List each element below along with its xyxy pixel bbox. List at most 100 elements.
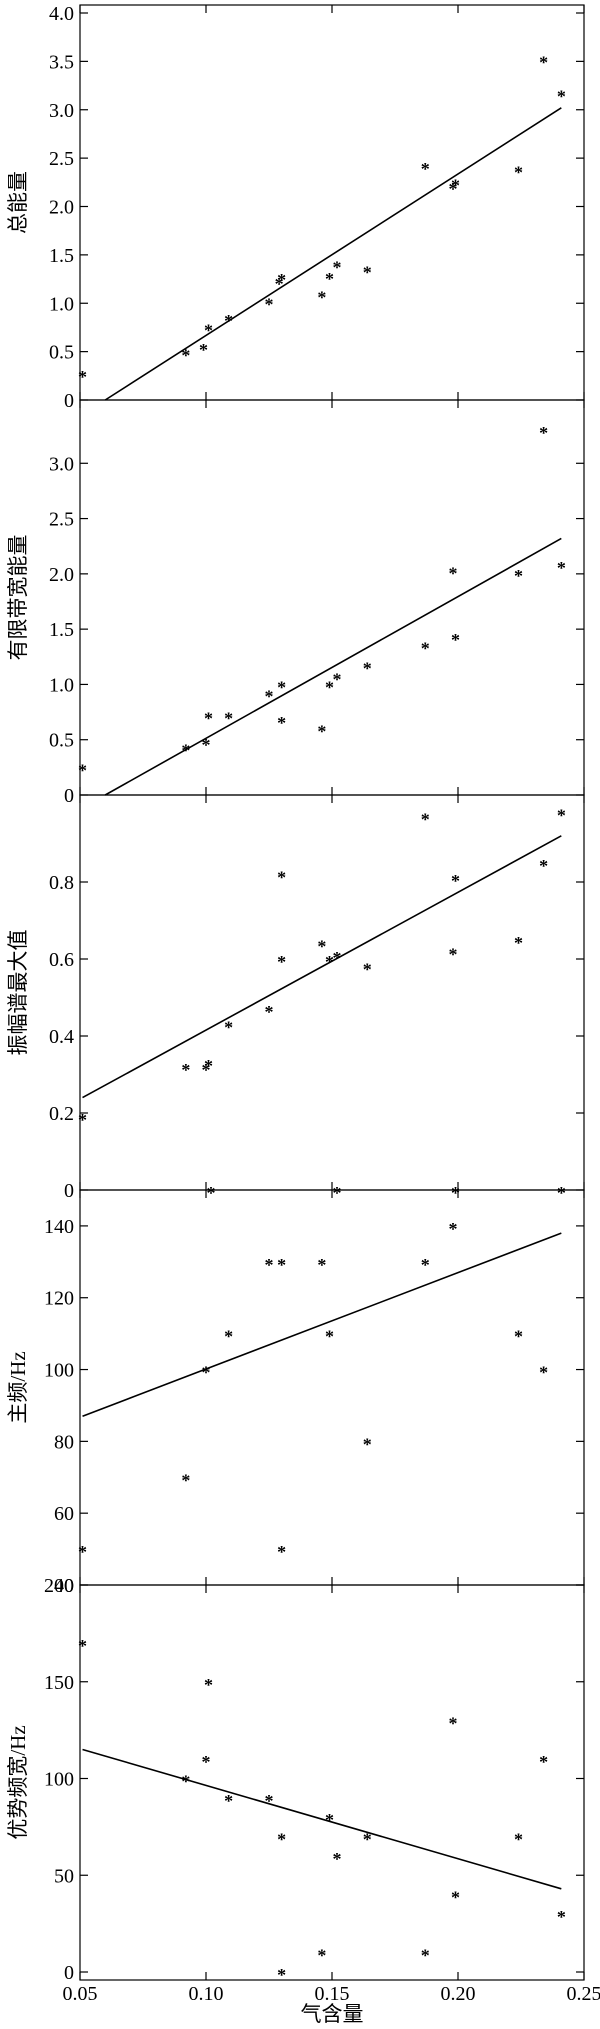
data-point: * bbox=[277, 270, 286, 290]
data-point: * bbox=[514, 1327, 523, 1347]
data-point: * bbox=[204, 320, 213, 340]
data-point: * bbox=[451, 1183, 460, 1203]
data-point: * bbox=[78, 1636, 87, 1656]
data-point: * bbox=[363, 262, 372, 282]
data-point: * bbox=[78, 760, 87, 780]
y-tick-label: 40 bbox=[54, 1575, 74, 1597]
data-point: * bbox=[421, 1946, 430, 1966]
data-point: * bbox=[317, 1946, 326, 1966]
x-tick-label: 0.10 bbox=[189, 1983, 224, 2005]
y-tick-label: 140 bbox=[44, 1216, 74, 1238]
data-point: * bbox=[204, 1056, 213, 1076]
data-point: * bbox=[448, 1219, 457, 1239]
y-tick-label: 120 bbox=[44, 1288, 74, 1310]
fit-line bbox=[82, 1232, 562, 1417]
y-tick-label: 0.8 bbox=[49, 872, 74, 894]
data-point: * bbox=[514, 566, 523, 586]
y-tick-label: 2.5 bbox=[49, 509, 74, 531]
data-point: * bbox=[448, 944, 457, 964]
data-point: * bbox=[277, 867, 286, 887]
data-point: * bbox=[181, 1470, 190, 1490]
y-tick-label: 60 bbox=[54, 1503, 74, 1525]
data-point: * bbox=[277, 1542, 286, 1562]
plot-frame bbox=[79, 4, 585, 401]
data-point: * bbox=[224, 311, 233, 331]
y-axis-label: 振幅谱最大值 bbox=[6, 930, 30, 1056]
data-point: * bbox=[277, 713, 286, 733]
y-tick-label: 0 bbox=[64, 1962, 74, 1984]
data-point: * bbox=[202, 1363, 211, 1383]
data-point: * bbox=[448, 564, 457, 584]
data-point: * bbox=[325, 1327, 334, 1347]
y-tick-label: 0.5 bbox=[49, 342, 74, 364]
data-point: * bbox=[277, 1830, 286, 1850]
data-point: * bbox=[199, 340, 208, 360]
y-tick-label: 0.4 bbox=[49, 1026, 74, 1048]
data-point: * bbox=[78, 1110, 87, 1130]
data-point: * bbox=[265, 294, 274, 314]
data-point: * bbox=[333, 670, 342, 690]
data-point: * bbox=[317, 1255, 326, 1275]
y-axis-label: 有限带宽能量 bbox=[6, 535, 30, 661]
data-point: * bbox=[224, 1791, 233, 1811]
data-point: * bbox=[181, 740, 190, 760]
data-point: * bbox=[363, 1434, 372, 1454]
x-tick-label: 0.25 bbox=[567, 1983, 600, 2005]
data-point: * bbox=[333, 258, 342, 278]
data-point: * bbox=[181, 1060, 190, 1080]
data-point: * bbox=[325, 952, 334, 972]
y-tick-label: 0 bbox=[64, 1180, 74, 1202]
data-point: * bbox=[325, 677, 334, 697]
data-point: * bbox=[202, 1060, 211, 1080]
data-point: * bbox=[557, 1183, 566, 1203]
data-point: * bbox=[539, 423, 548, 443]
data-point: * bbox=[557, 558, 566, 578]
data-point: * bbox=[181, 346, 190, 366]
data-point: * bbox=[514, 163, 523, 183]
data-point: * bbox=[448, 1713, 457, 1733]
data-point: * bbox=[539, 52, 548, 72]
data-point: * bbox=[333, 948, 342, 968]
y-tick-label: 2.0 bbox=[49, 197, 74, 219]
data-point: * bbox=[181, 1772, 190, 1792]
data-point: * bbox=[265, 1255, 274, 1275]
data-point: * bbox=[539, 1363, 548, 1383]
y-tick-label: 100 bbox=[44, 1360, 74, 1382]
data-point: * bbox=[317, 722, 326, 742]
y-tick-label: 80 bbox=[54, 1431, 74, 1453]
data-point: * bbox=[557, 1907, 566, 1927]
y-axis-label: 优势频宽/Hz bbox=[6, 1725, 30, 1839]
y-tick-label: 200 bbox=[44, 1575, 74, 1597]
y-tick-label: 3.0 bbox=[49, 453, 74, 475]
y-tick-label: 1.5 bbox=[49, 245, 74, 267]
plot-frame bbox=[79, 1584, 585, 1981]
data-point: * bbox=[78, 367, 87, 387]
data-point: * bbox=[265, 686, 274, 706]
data-point: * bbox=[421, 1255, 430, 1275]
y-tick-label: 3.5 bbox=[49, 51, 74, 73]
data-point: * bbox=[363, 659, 372, 679]
data-point: * bbox=[333, 1183, 342, 1203]
data-point: * bbox=[277, 952, 286, 972]
data-point: * bbox=[514, 1830, 523, 1850]
y-tick-label: 50 bbox=[54, 1865, 74, 1887]
data-point: * bbox=[275, 274, 284, 294]
x-tick-label: 0.15 bbox=[315, 1983, 350, 2005]
y-tick-label: 4.0 bbox=[49, 3, 74, 25]
y-tick-label: 3.0 bbox=[49, 100, 74, 122]
data-point: * bbox=[325, 1810, 334, 1830]
data-point: * bbox=[224, 708, 233, 728]
data-point: * bbox=[78, 1542, 87, 1562]
data-point: * bbox=[277, 1255, 286, 1275]
data-point: * bbox=[451, 1888, 460, 1908]
data-point: * bbox=[202, 735, 211, 755]
data-point: * bbox=[204, 1675, 213, 1695]
data-point: * bbox=[333, 1849, 342, 1869]
data-point: * bbox=[451, 871, 460, 891]
y-axis-label: 主频/Hz bbox=[6, 1351, 30, 1423]
